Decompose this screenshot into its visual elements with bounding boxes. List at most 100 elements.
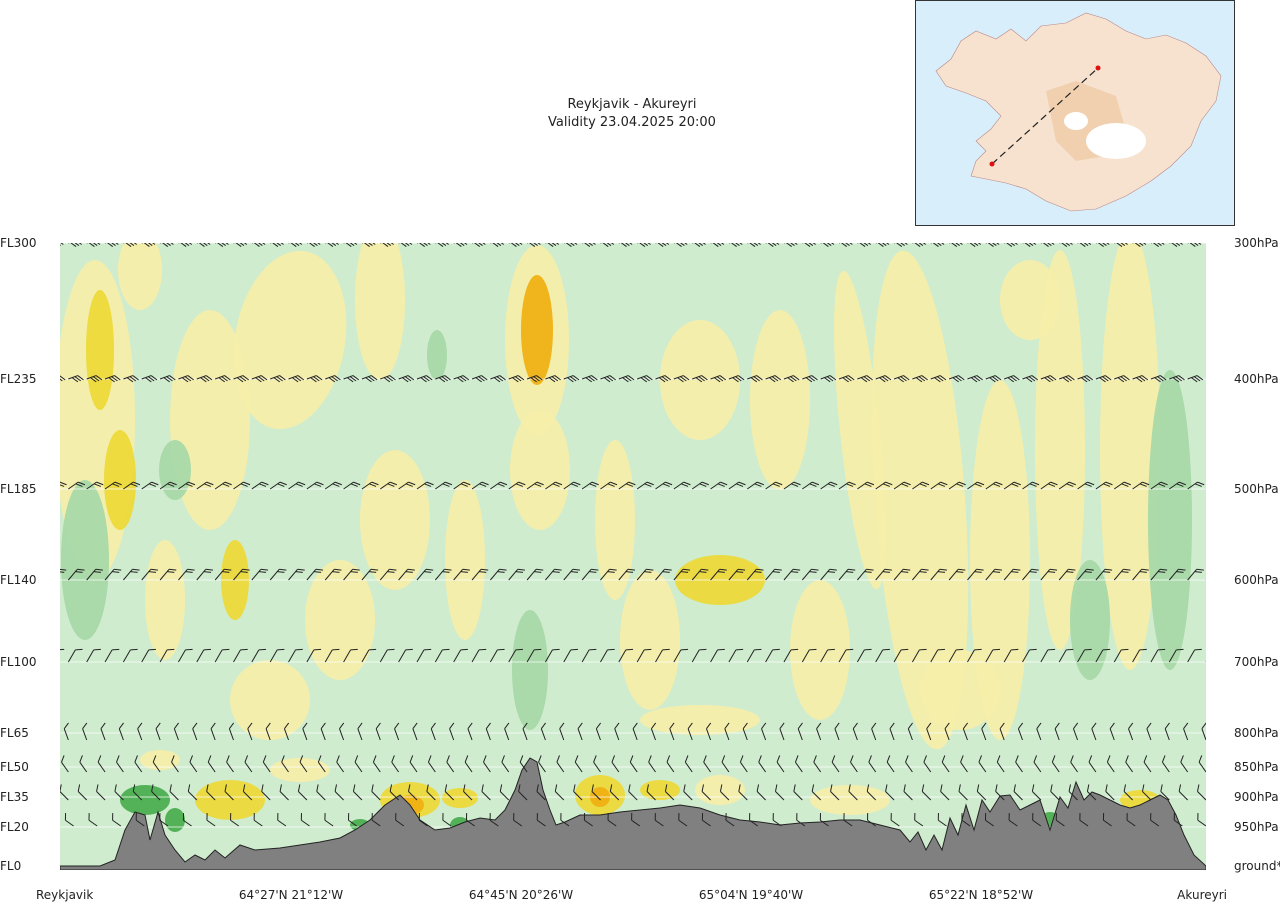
wind-barb (159, 813, 169, 827)
wind-barb (962, 722, 969, 741)
wind-barb (155, 722, 161, 741)
wind-barb (666, 755, 675, 773)
wind-barb (1168, 568, 1186, 581)
wind-barb (1114, 243, 1128, 247)
wind-barb (746, 568, 764, 581)
wind-barb (82, 722, 88, 741)
wind-barb (453, 243, 468, 247)
wind-barb (64, 813, 74, 827)
wind-barb (820, 568, 837, 581)
wind-barb (985, 375, 1002, 383)
wind-barb (1036, 722, 1042, 741)
field-contour (442, 788, 478, 808)
wind-barb (343, 481, 361, 490)
wind-barb (416, 648, 432, 663)
wind-barb (196, 568, 214, 581)
wind-barb (1003, 481, 1021, 490)
wind-barb (1058, 481, 1076, 490)
wind-barb (508, 243, 523, 247)
wind-barb (348, 813, 357, 827)
wind-barb (244, 755, 253, 773)
wind-barb (1095, 375, 1112, 383)
wind-barb (907, 722, 913, 741)
wind-barb (1095, 481, 1113, 490)
wind-barb (1187, 375, 1204, 383)
akureyri-point (1095, 65, 1101, 71)
wind-barb (251, 481, 269, 490)
wind-barb (233, 375, 249, 383)
wind-barb (288, 648, 303, 663)
wind-barb (1003, 648, 1019, 663)
wind-barb (890, 813, 900, 827)
wind-barb (518, 784, 528, 801)
wind-barb (1187, 243, 1202, 247)
wind-barb (159, 568, 177, 581)
waypoint-label: 65°22'N 18°52'W (929, 888, 1033, 902)
wind-barb (159, 481, 177, 490)
wind-barb (545, 568, 562, 581)
wind-barb (233, 243, 248, 247)
wind-barb (60, 568, 67, 573)
wind-barb (692, 243, 706, 247)
wind-barb (583, 813, 593, 827)
wind-barb (838, 375, 855, 383)
wind-barb (279, 784, 289, 801)
wind-barb (678, 813, 688, 827)
wind-barb (691, 648, 707, 663)
wind-barb (306, 481, 324, 490)
pressure-labels: 300hPa 400hPa 500hPa 600hPa 700hPa 800hPa 850h… (1234, 236, 1280, 873)
wind-barb (269, 648, 285, 663)
wind-barb (361, 568, 379, 581)
wind-barb (435, 243, 449, 247)
wind-barb (178, 648, 193, 663)
wind-barb (1105, 784, 1115, 801)
field-contour (512, 610, 548, 730)
wind-barb (783, 648, 799, 663)
wind-barb (371, 784, 381, 801)
wind-barb (526, 568, 544, 581)
field-contour (445, 480, 485, 640)
wind-barb (77, 784, 88, 801)
wind-barb (850, 755, 858, 773)
plot-area (60, 243, 1206, 870)
wind-barb (893, 648, 909, 663)
wind-barb (783, 481, 801, 490)
wind-barb (471, 568, 489, 581)
wind-barb (141, 648, 156, 663)
wind-barb (563, 648, 579, 663)
wind-barb (581, 243, 596, 247)
wind-barb (811, 784, 822, 801)
wind-barb (648, 755, 656, 773)
wind-barb (1050, 784, 1060, 801)
wind-barb (1126, 813, 1136, 827)
wind-barb (371, 813, 381, 827)
wind-barb (600, 243, 615, 247)
wind-barb (978, 755, 987, 773)
iceland-map-svg (935, 12, 1222, 212)
wind-barb (334, 784, 344, 801)
wind-barb (765, 375, 782, 383)
waypoint-labels: Reykjavik 64°27'N 21°12'W 64°45'N 20°26'W 6… (36, 888, 1227, 902)
wind-barb (135, 813, 145, 827)
wind-barb (1161, 755, 1170, 773)
field-contour (159, 440, 191, 500)
wind-barb (710, 375, 727, 383)
wind-barb (67, 568, 85, 581)
wind-barb (629, 755, 638, 773)
wind-barb (317, 755, 326, 773)
wind-barb (206, 813, 216, 827)
wind-barb (104, 568, 122, 581)
field-contour (834, 270, 886, 590)
wind-barb (302, 722, 308, 741)
wind-barb (725, 813, 735, 827)
field-contour (750, 310, 810, 490)
wind-barb (379, 648, 395, 663)
pressure-label: ground* (1234, 859, 1280, 873)
wind-barb (967, 243, 982, 247)
wind-barb (1077, 481, 1095, 490)
wind-barb (196, 481, 214, 490)
wind-barbs (60, 243, 1206, 827)
waypoint-label: Akureyri (1177, 888, 1227, 902)
wind-barb (398, 481, 416, 490)
wind-barb (948, 375, 965, 383)
